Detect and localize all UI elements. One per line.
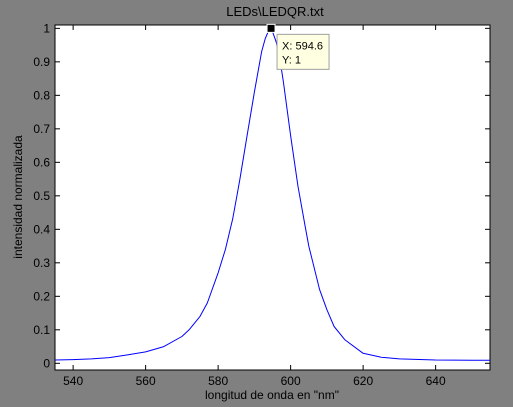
x-tick-label: 580 (208, 374, 228, 388)
x-tick-label: 560 (136, 374, 156, 388)
plot-lines (54, 27, 490, 361)
y-tick-label: 0.4 (33, 222, 50, 236)
y-tick-label: 0.2 (33, 289, 50, 303)
axis-ticks: 540 560 580 600 620 640 0 0.1 0.2 0.3 0.4 0.5 0.6 0.7… (33, 21, 490, 388)
y-axis-label: intensidad normalizada (11, 135, 25, 259)
y-tick-label: 0.7 (33, 122, 50, 136)
data-tip[interactable]: X: 594.6 Y: 1 (266, 23, 330, 70)
datatip-box (276, 33, 330, 70)
x-tick-label: 540 (63, 374, 83, 388)
y-tick-label: 0.9 (33, 55, 50, 69)
y-tick-label: 0.6 (33, 155, 50, 169)
y-tick-label: 0 (43, 356, 50, 370)
y-tick-label: 0.3 (33, 256, 50, 270)
y-tick-label: 0.5 (33, 189, 50, 203)
x-axis-label: longitud de onda en "nm" (205, 388, 339, 402)
plot-area[interactable] (54, 24, 491, 371)
chart-title: LEDs\LEDQR.txt (226, 4, 324, 19)
datatip-y-value: Y: 1 (282, 54, 301, 66)
y-tick-label: 1 (43, 21, 50, 35)
x-tick-label: 620 (353, 374, 373, 388)
x-tick-label: 640 (426, 374, 446, 388)
y-tick-label: 0.8 (33, 88, 50, 102)
datatip-marker[interactable] (266, 23, 276, 33)
x-tick-label: 600 (281, 374, 301, 388)
series-line-ledqr (54, 27, 490, 361)
datatip-x-value: X: 594.6 (282, 40, 323, 52)
y-tick-label: 0.1 (33, 323, 50, 337)
